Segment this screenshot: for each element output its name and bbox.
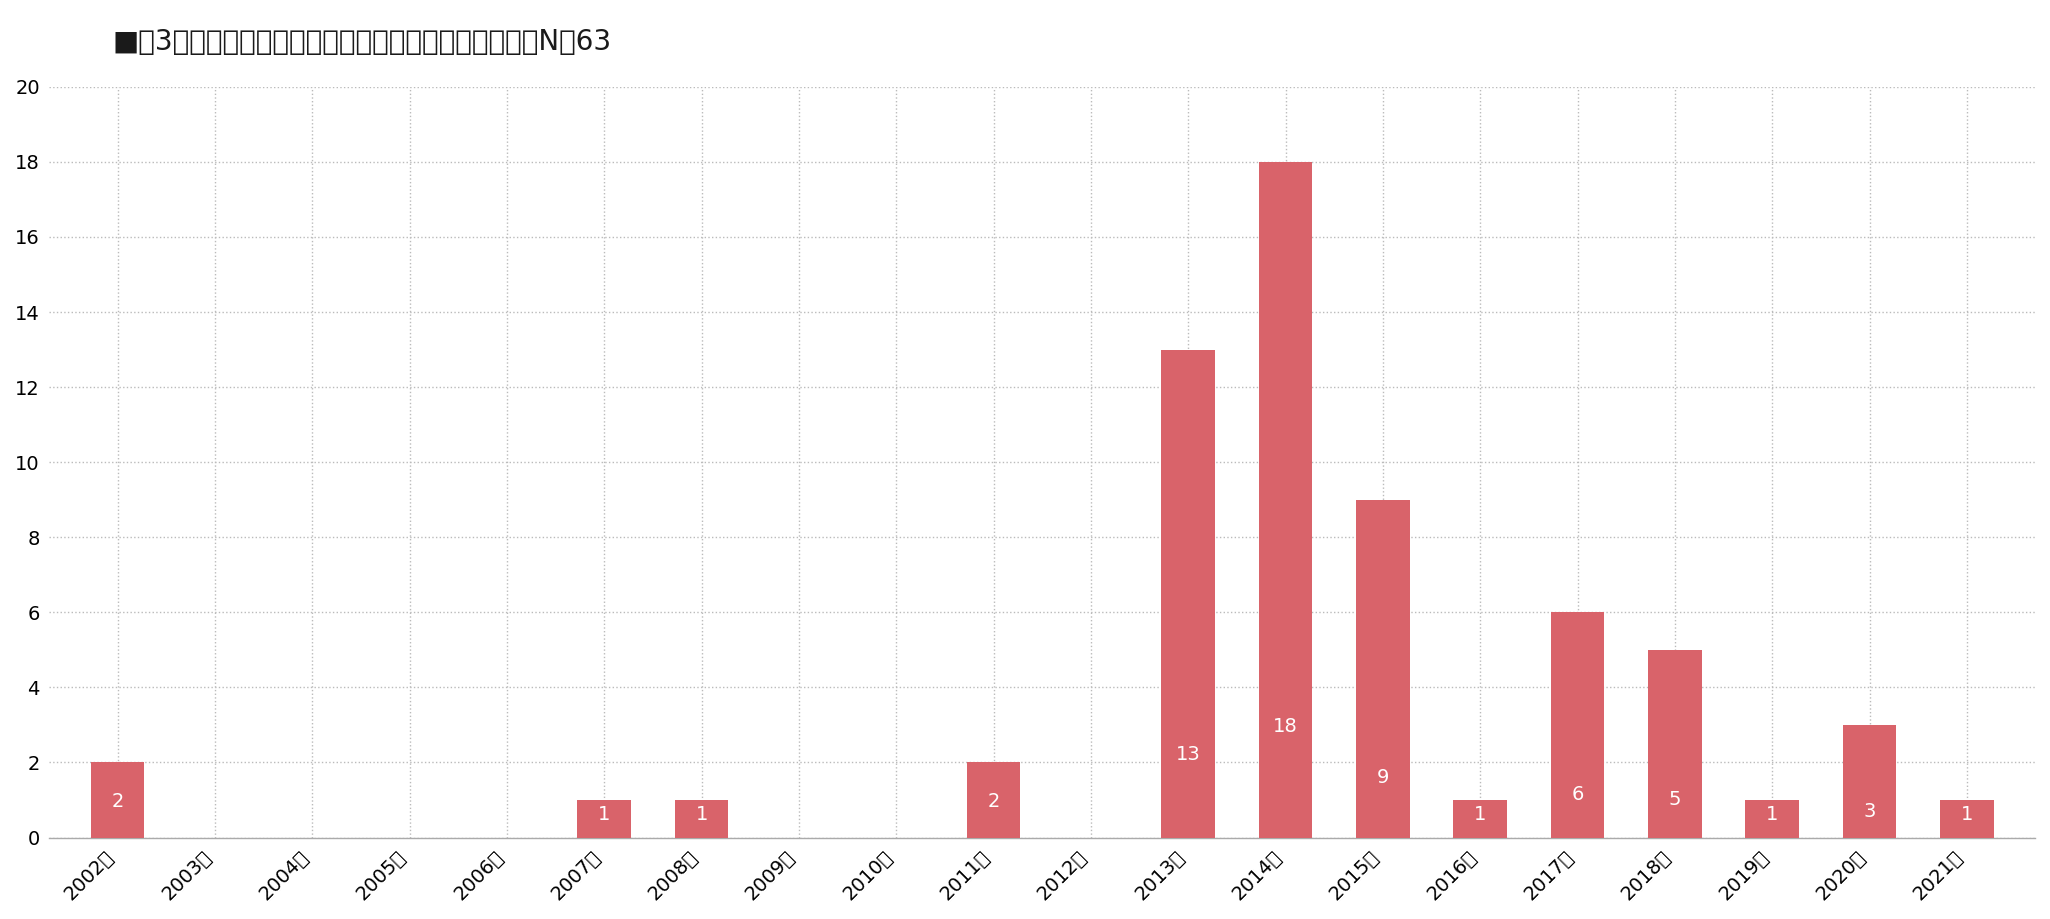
Text: 5: 5 xyxy=(1669,790,1681,810)
Bar xyxy=(1843,725,1896,837)
Text: 1: 1 xyxy=(695,805,707,824)
Bar xyxy=(1259,162,1312,837)
Bar xyxy=(1939,800,1995,837)
Bar xyxy=(968,763,1021,837)
Text: 13: 13 xyxy=(1177,745,1201,765)
Text: 18: 18 xyxy=(1273,717,1298,736)
Text: 3: 3 xyxy=(1863,801,1876,821)
Bar xyxy=(1648,650,1701,837)
Bar xyxy=(674,800,728,837)
Text: 1: 1 xyxy=(599,805,611,824)
Text: 2: 2 xyxy=(988,792,1000,811)
Text: 6: 6 xyxy=(1572,785,1585,804)
Bar xyxy=(1453,800,1507,837)
Text: 1: 1 xyxy=(1960,805,1972,824)
Text: 9: 9 xyxy=(1378,768,1390,787)
Bar xyxy=(1550,612,1605,837)
Text: 2: 2 xyxy=(111,792,123,811)
Text: ■図3　築年数別　太陽光発電設備設置マンション数　N＝63: ■図3 築年数別 太陽光発電設備設置マンション数 N＝63 xyxy=(113,28,611,55)
Bar xyxy=(1745,800,1800,837)
Bar xyxy=(1357,500,1410,837)
Text: 1: 1 xyxy=(1765,805,1779,824)
Bar xyxy=(578,800,631,837)
Text: 1: 1 xyxy=(1474,805,1486,824)
Bar xyxy=(90,763,144,837)
Bar xyxy=(1162,349,1216,837)
